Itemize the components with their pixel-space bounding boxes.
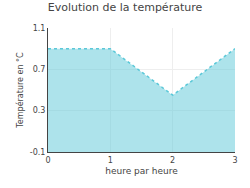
svg-text:0.3: 0.3 (33, 106, 46, 115)
svg-text:2: 2 (170, 156, 175, 165)
svg-text:-0.1: -0.1 (30, 148, 46, 157)
svg-text:1.1: 1.1 (33, 24, 46, 33)
svg-text:heure par heure: heure par heure (105, 166, 178, 176)
svg-text:0: 0 (45, 156, 50, 165)
svg-text:1: 1 (108, 156, 113, 165)
svg-text:0.7: 0.7 (33, 65, 46, 74)
svg-text:Evolution de la température: Evolution de la température (48, 1, 203, 14)
svg-text:Température en °C: Température en °C (15, 52, 25, 129)
svg-text:3: 3 (232, 156, 237, 165)
